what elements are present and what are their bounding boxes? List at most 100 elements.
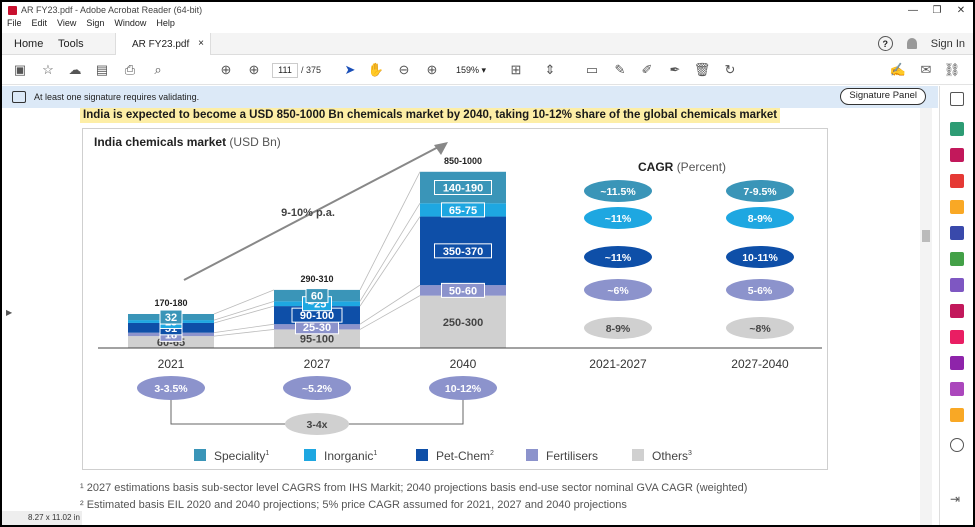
comment-tool-icon[interactable] — [950, 200, 964, 214]
cagr-oval-fertilisers — [584, 279, 652, 301]
connector-line — [213, 300, 275, 321]
segment-label-fertilisers: 25-30 — [303, 322, 331, 334]
close-window-button[interactable]: ✕ — [956, 4, 966, 16]
help-icon[interactable]: ? — [877, 36, 893, 51]
segment-label-fertilisers: 50-60 — [449, 285, 477, 297]
bookmark-star-icon[interactable]: ☆ — [42, 62, 54, 77]
cagr-column-label: 2021-2027 — [589, 357, 647, 371]
next-page-icon[interactable]: ⊕ — [248, 62, 260, 77]
mail-icon[interactable]: ✉ — [920, 62, 932, 77]
segment-label-speciality: 32 — [165, 312, 177, 324]
print-icon[interactable]: ⎙ — [124, 62, 136, 77]
fill-sign-icon[interactable]: ✍ — [889, 62, 907, 77]
zoom-out-icon[interactable]: ⊖ — [398, 62, 410, 77]
zoom-in-icon[interactable]: ⊕ — [426, 62, 438, 77]
bar-total-label: 290-310 — [300, 274, 333, 284]
find-magnifier-icon[interactable]: ⌕ — [154, 62, 162, 77]
bar-total-label: 850-1000 — [444, 156, 482, 166]
request-sign-icon[interactable] — [950, 330, 964, 344]
cagr-value-inorganic: ~11% — [605, 213, 632, 225]
tab-close-button[interactable]: × — [198, 38, 204, 49]
stamp-icon[interactable]: ✒ — [669, 62, 681, 77]
upload-cloud-icon[interactable]: ☁ — [68, 62, 82, 77]
select-cursor-icon[interactable]: ➤ — [344, 62, 356, 77]
restore-button[interactable]: ❐ — [932, 4, 942, 16]
segment-label-badge — [305, 288, 329, 304]
growth-arrow-line — [183, 143, 445, 281]
chart-unit: (USD Bn) — [229, 135, 281, 149]
link-icon[interactable]: ⛓ — [943, 62, 961, 77]
legend-swatch-speciality — [194, 449, 206, 461]
page-fit-icon[interactable]: ⊞ — [510, 62, 522, 77]
menu-edit[interactable]: Edit — [31, 18, 48, 28]
fill-sign-tool-icon[interactable] — [950, 304, 964, 318]
measure-icon[interactable] — [950, 408, 964, 422]
connector-line — [213, 305, 275, 324]
create-pdf-icon[interactable] — [950, 174, 964, 188]
segment-label-speciality: 60 — [311, 291, 323, 303]
minimize-button[interactable]: — — [908, 4, 918, 16]
menu-file[interactable]: File — [7, 18, 22, 28]
cagr-oval-pet-chem — [584, 246, 652, 268]
signature-panel-button[interactable]: Signature Panel — [840, 88, 926, 105]
redact-icon[interactable] — [950, 382, 964, 396]
growth-rate-label: 9-10% p.a. — [281, 207, 335, 219]
previous-page-icon[interactable]: ⊕ — [220, 62, 232, 77]
export-pdf-icon[interactable] — [950, 122, 964, 136]
menu-sign[interactable]: Sign — [86, 18, 105, 28]
legend-label-pet-chem: Pet-Chem2 — [436, 449, 494, 463]
zoom-panel-icon[interactable] — [950, 92, 964, 106]
cagr-value-others: ~8% — [749, 323, 771, 335]
cagr-value-others: 8-9% — [606, 323, 631, 335]
vertical-scrollbar[interactable] — [920, 108, 932, 525]
zoom-level-select[interactable]: 159% ▾ — [456, 65, 487, 75]
scrollbar-thumb[interactable] — [922, 230, 930, 242]
legend-swatch-others — [632, 449, 644, 461]
collapse-panel-icon[interactable]: ⇥ — [950, 492, 961, 506]
segment-label-badge — [434, 180, 492, 196]
share-file-icon[interactable]: ▤ — [95, 62, 109, 77]
comment-icon[interactable]: ▭ — [585, 62, 599, 77]
menu-help[interactable]: Help — [156, 18, 175, 28]
draw-icon[interactable]: ✐ — [641, 62, 653, 77]
more-tools-icon[interactable] — [950, 438, 964, 452]
notifications-bell-icon[interactable] — [906, 38, 917, 49]
highlight-pen-icon[interactable]: ✎ — [614, 62, 626, 77]
rotate-icon[interactable]: ↻ — [724, 62, 736, 77]
menu-window[interactable]: Window — [114, 18, 147, 28]
cagr-value-pet-chem: ~11% — [605, 252, 632, 264]
cagr-value-speciality: ~11.5% — [600, 186, 636, 198]
combine-files-icon[interactable] — [950, 226, 964, 240]
segment-label-badge — [441, 202, 485, 218]
menu-view[interactable]: View — [57, 18, 77, 28]
menu-bar: File Edit View Sign Window Help — [2, 18, 180, 32]
scroll-mode-icon[interactable]: ⇕ — [544, 62, 556, 77]
tab-home[interactable]: Home — [14, 38, 44, 50]
period-cagr-label: 3-3.5% — [154, 383, 188, 395]
left-panel-toggle-icon[interactable]: ▶ — [6, 308, 13, 317]
edit-pdf-icon[interactable] — [950, 252, 964, 266]
tab-document[interactable]: AR FY23.pdf × — [115, 33, 211, 55]
cagr-value-inorganic: 8-9% — [748, 213, 773, 225]
document-page: India is expected to become a USD 850-10… — [14, 108, 918, 525]
signature-message: At least one signature requires validati… — [34, 92, 200, 102]
sign-in-button[interactable]: Sign In — [930, 37, 965, 50]
protect-icon[interactable] — [950, 356, 964, 370]
delete-icon[interactable]: 🗑 — [693, 62, 711, 77]
legend-footnote-mark: 1 — [265, 450, 269, 457]
chart-title: India chemicals market (USD Bn) — [94, 135, 281, 149]
cagr-value-pet-chem: 10-11% — [742, 252, 778, 264]
organize-pages-icon[interactable] — [950, 148, 964, 162]
segment-label-pet-chem: 350-370 — [443, 246, 483, 258]
legend-label-others: Others3 — [652, 449, 692, 463]
hand-tool-icon[interactable]: ✋ — [367, 62, 385, 77]
save-icon[interactable]: ▣ — [13, 62, 27, 77]
scan-ocr-icon[interactable] — [950, 278, 964, 292]
bar-segment-others-2021 — [128, 336, 214, 348]
period-cagr-oval — [283, 376, 351, 400]
window-title: AR FY23.pdf - Adobe Acrobat Reader (64-b… — [21, 5, 203, 15]
page-number-input[interactable]: 111 — [272, 63, 298, 78]
multiplier-oval — [285, 413, 349, 435]
tab-tools[interactable]: Tools — [58, 38, 84, 50]
